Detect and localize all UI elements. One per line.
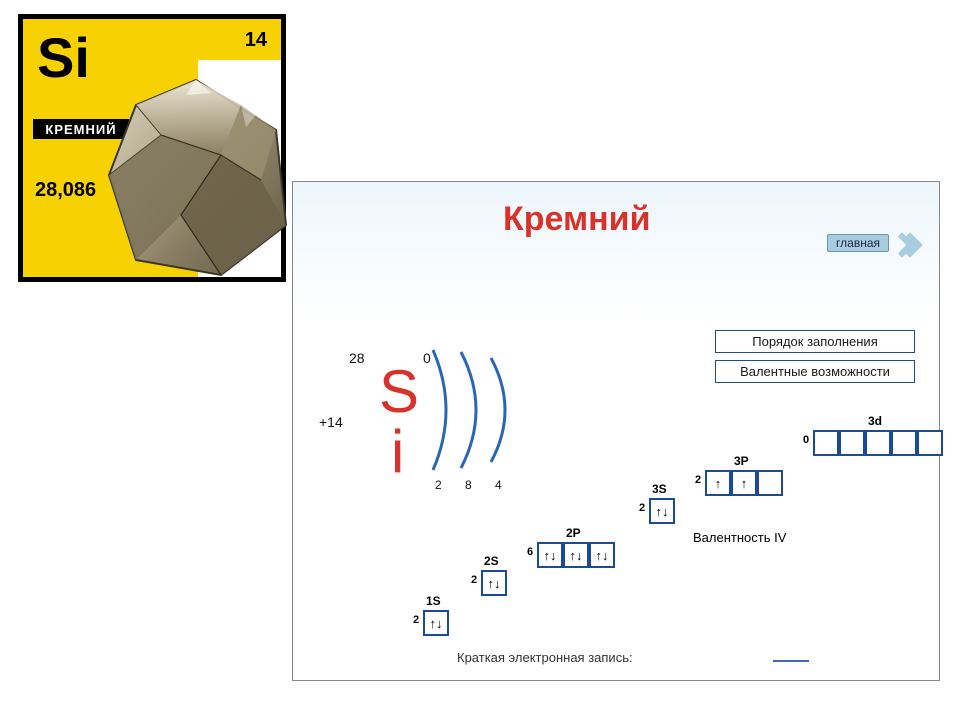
element-symbol: Si [37,25,90,90]
orbital-cell [757,470,783,496]
orbital-cell [917,430,943,456]
valence-label: Валентность IV [693,530,786,545]
element-card: Si 14 КРЕМНИЙ 28,086 [18,14,286,282]
orbital-label-3P: 3P [734,454,749,468]
orbital-label-2S: 2S [484,554,499,568]
orbital-cell: ↑↓ [563,542,589,568]
orbital-cell: ↑ [705,470,731,496]
orbital-label-1S: 1S [426,594,441,608]
orbital-cell: ↑ [731,470,757,496]
orbital-cell [891,430,917,456]
atomic-number: 14 [245,29,267,52]
orbital-count-2S: 2 [471,574,477,586]
short-record-label: Краткая электронная запись: [457,650,637,665]
orbital-cell: ↑↓ [537,542,563,568]
orbital-cell: ↑↓ [649,498,675,524]
orbital-cell: ↑↓ [423,610,449,636]
orbital-count-1S: 2 [413,614,419,626]
card-inner: Si 14 КРЕМНИЙ 28,086 [23,19,281,277]
orbital-label-3d: 3d [868,414,882,428]
orbital-count-3P: 2 [695,474,701,486]
orbital-cell [865,430,891,456]
orbital-count-3d: 0 [803,434,809,446]
short-record-blank [773,660,809,662]
orbital-count-3S: 2 [639,502,645,514]
orbital-label-2P: 2P [566,526,581,540]
orbital-cell: ↑↓ [589,542,615,568]
orbital-cell [839,430,865,456]
slide-panel: Кремний главная Порядок заполнения Вален… [292,181,940,681]
orbital-label-3S: 3S [652,482,667,496]
orbital-count-2P: 6 [527,546,533,558]
orbital-diagram: 1S2↑↓2S2↑↓2P6↑↓↑↓↑↓3S2↑↓3P2↑↑3d0 [293,182,939,680]
mineral-image [101,75,291,280]
orbital-cell [813,430,839,456]
orbital-cell: ↑↓ [481,570,507,596]
atomic-mass: 28,086 [35,179,96,202]
